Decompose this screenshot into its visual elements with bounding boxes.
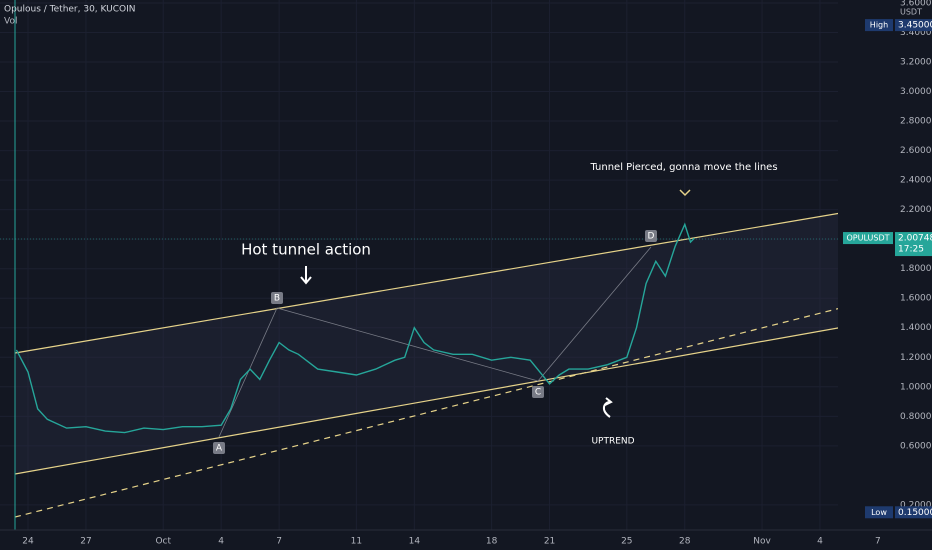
badge-name: High [870, 21, 888, 30]
plot [15, 222, 695, 434]
y-tick-label: 2.40000 [900, 176, 932, 186]
volume-label: Vol [4, 17, 17, 27]
arrow-curved [603, 397, 613, 418]
x-tick-label: 28 [679, 537, 691, 547]
price-axis [838, 0, 932, 550]
chart-title: Opulous / Tether, 30, KUCOIN [4, 5, 136, 15]
point-badge [213, 442, 225, 454]
badge-name-bg [865, 506, 893, 519]
point-badge [532, 386, 544, 398]
x-tick-label: Oct [155, 537, 171, 547]
badge-value-bg [895, 506, 932, 519]
annotation: Hot tunnel action [241, 241, 371, 259]
x-tick-label: 7 [276, 537, 282, 547]
point-labels: A B C D [213, 230, 657, 454]
badge-value: 2.00748 [898, 234, 932, 244]
channel-fill [15, 205, 888, 474]
annotation: Tunnel Pierced, gonna move the lines [589, 162, 777, 173]
channel-upper [14, 204, 889, 354]
x-tick-label: 4 [817, 537, 823, 547]
y-tick-label: 1.00000 [900, 382, 932, 392]
arrow-down [300, 266, 312, 285]
abcd-pattern [218, 246, 652, 438]
x-tick-label: 7 [875, 537, 881, 547]
x-tick-label: 14 [409, 537, 421, 547]
x-tick-label: 27 [80, 537, 91, 547]
annotation: UPTREND [591, 437, 634, 447]
badge-value-bg [895, 19, 932, 32]
point-badge [271, 292, 283, 304]
x-tick-label: 21 [544, 537, 555, 547]
y-tick-label: 3.00000 [900, 87, 932, 97]
grid [0, 0, 879, 530]
y-tick-label: 1.40000 [900, 323, 932, 333]
badge-countdown: 17:25 [898, 245, 924, 255]
chevron [679, 189, 691, 197]
channel-lower [14, 322, 867, 475]
badge-value: 3.45000 [898, 21, 932, 31]
badge-value-bg [895, 232, 932, 257]
point-label: B [274, 294, 280, 304]
badge-name-bg [843, 232, 893, 245]
point-badge [645, 230, 657, 242]
badge-name: OPULUSDT [846, 234, 889, 243]
unit-label: USDT [900, 8, 922, 17]
price-line [15, 222, 695, 434]
y-tick-label: 1.80000 [900, 264, 932, 274]
y-tick-label: 2.80000 [900, 117, 932, 127]
y-tick-label: 3.40000 [900, 28, 932, 38]
point-label: C [535, 388, 541, 398]
x-tick-label: 18 [486, 537, 498, 547]
badge-value: 0.15000 [898, 508, 932, 518]
badge-name: Low [871, 508, 887, 517]
badge-name-bg [865, 19, 893, 32]
trend-dashed [14, 295, 889, 518]
y-tick-label: 0.80000 [900, 412, 932, 422]
x-tick-label: 24 [22, 537, 34, 547]
point-label: A [216, 444, 223, 454]
x-tick-label: 4 [218, 537, 224, 547]
x-tick-label: Nov [753, 537, 771, 547]
x-tick-label: 11 [351, 537, 362, 547]
x-tick-label: 25 [621, 537, 632, 547]
point-label: D [648, 232, 655, 242]
